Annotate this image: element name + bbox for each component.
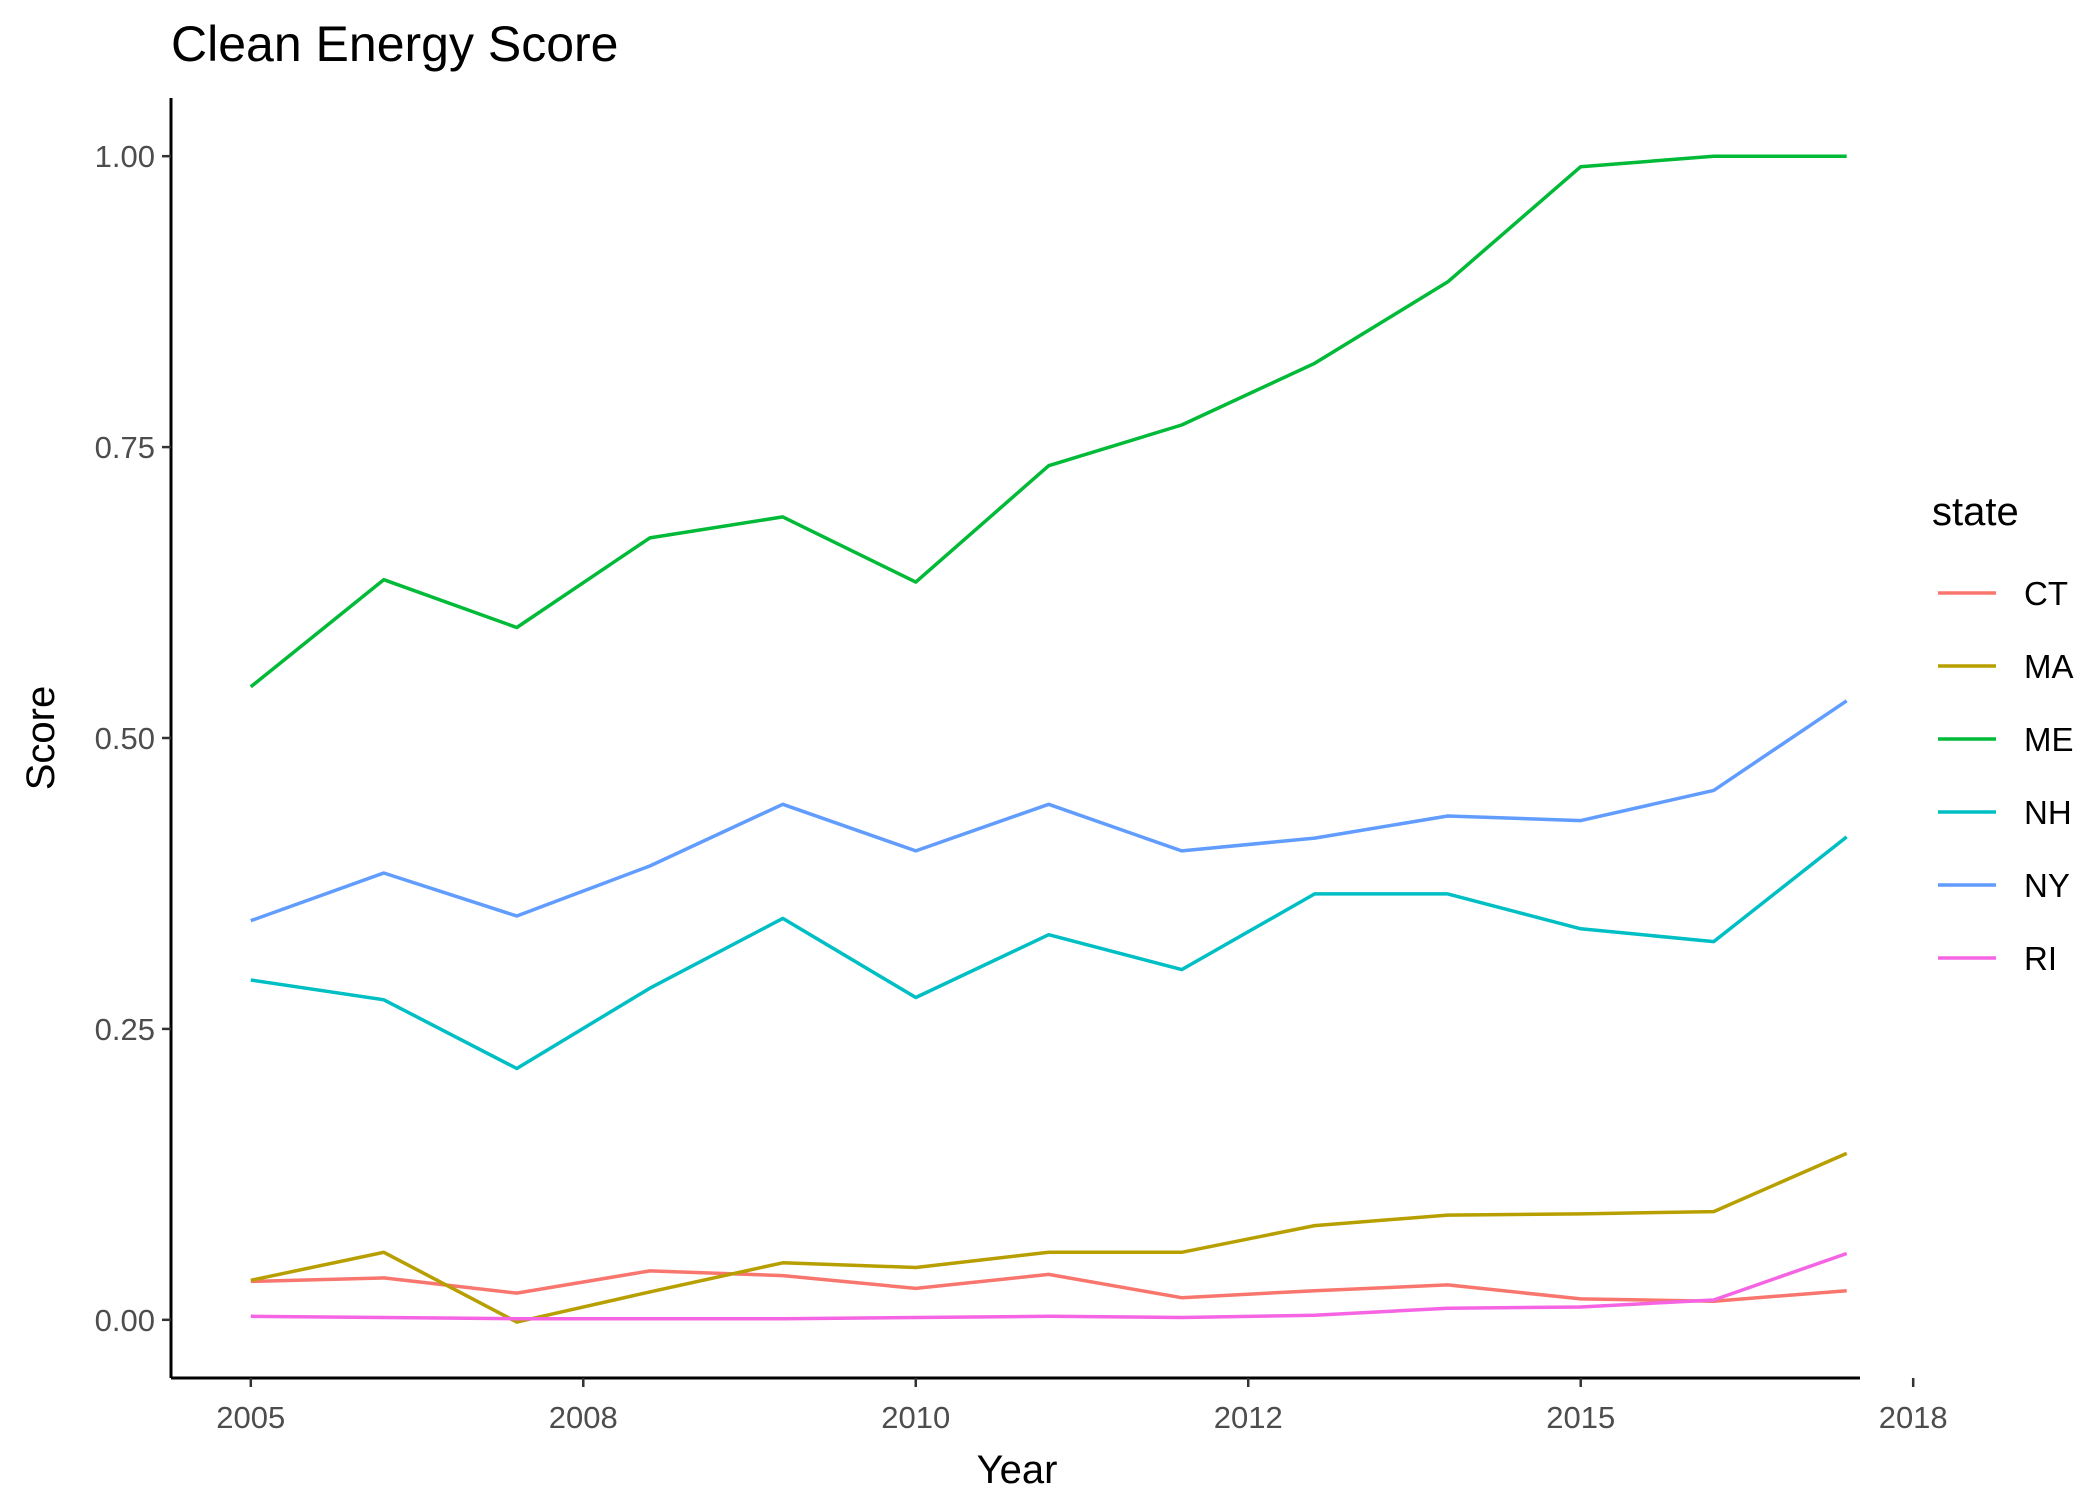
y-tick-label: 0.25 [95, 1012, 155, 1047]
series-line-ma [250, 1151, 1848, 1324]
legend-title: state [1932, 490, 2019, 534]
x-tick-label: 2005 [216, 1400, 285, 1435]
x-axis-title: Year [977, 1448, 1058, 1492]
legend-label-ma: MA [2024, 648, 2074, 685]
legend-label-ri: RI [2024, 940, 2057, 977]
series-layer [249, 154, 1848, 1324]
legend-label-ny: NY [2024, 867, 2070, 904]
series-line-ny [250, 699, 1848, 923]
legend-label-me: ME [2024, 721, 2074, 758]
y-tick-label: 0.75 [95, 430, 155, 465]
plot-panel: 0.00 0.25 0.50 0.75 1.00 2005 2008 2010 2012 201… [95, 98, 1948, 1435]
x-axis-ticks: 2005 2008 2010 2012 2015 2018 [216, 1378, 1948, 1435]
series-line-me [249, 154, 1847, 689]
series-line-ct [250, 1269, 1847, 1303]
y-tick-label: 0.00 [95, 1303, 155, 1338]
legend-items: CT MA ME NH NY RI [1938, 575, 2074, 977]
y-axis-ticks: 0.00 0.25 0.50 0.75 1.00 [95, 139, 171, 1338]
legend-label-ct: CT [2024, 575, 2068, 612]
y-tick-label: 1.00 [95, 139, 155, 174]
chart-title: Clean Energy Score [171, 16, 618, 72]
legend: state CT MA ME NH NY RI [1932, 490, 2074, 977]
x-tick-label: 2015 [1546, 1400, 1615, 1435]
x-tick-label: 2012 [1214, 1400, 1283, 1435]
x-tick-label: 2010 [881, 1400, 950, 1435]
series-line-ri [250, 1251, 1848, 1321]
legend-label-nh: NH [2024, 794, 2072, 831]
y-axis-title: Score [19, 686, 63, 791]
y-tick-label: 0.50 [95, 721, 155, 756]
series-line-nh [250, 835, 1848, 1071]
x-tick-label: 2018 [1879, 1400, 1948, 1435]
x-tick-label: 2008 [549, 1400, 618, 1435]
